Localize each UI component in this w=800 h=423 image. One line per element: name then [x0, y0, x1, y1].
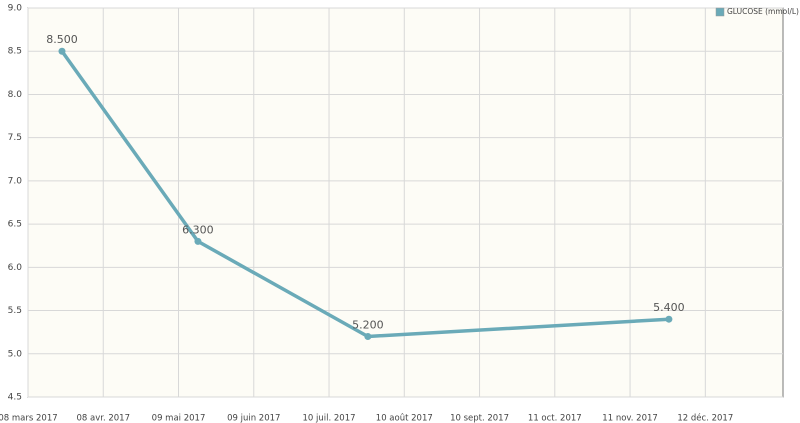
x-tick-label: 12 déc. 2017	[677, 413, 733, 423]
x-tick-label: 08 mars 2017	[0, 414, 58, 423]
x-tick-label: 09 mai 2017	[152, 414, 206, 423]
y-tick-label: 8.0	[8, 90, 23, 100]
point	[364, 332, 372, 340]
y-tick-label: 8.5	[8, 47, 22, 57]
legend-label: GLUCOSE (mmol/L)	[727, 7, 799, 16]
y-tick-label: 6.5	[8, 220, 22, 230]
x-tick-label: 11 nov. 2017	[602, 414, 658, 423]
point	[58, 47, 66, 55]
y-tick-label: 7.0	[8, 176, 23, 186]
data-label: 8.500	[46, 33, 78, 46]
plot-area	[27, 7, 784, 398]
y-tick-label: 5.5	[8, 306, 22, 316]
data-label: 6.300	[182, 223, 214, 236]
point	[665, 315, 673, 323]
y-tick-label: 9.0	[8, 4, 23, 14]
x-tick-label: 08 avr. 2017	[76, 414, 130, 423]
point	[194, 237, 202, 245]
line	[60, 50, 670, 339]
data-label: 5.400	[653, 301, 685, 314]
x-tick-label: 11 oct. 2017	[528, 414, 582, 423]
x-tick-label: 10 juil. 2017	[303, 414, 356, 423]
x-tick-label: 09 juin 2017	[227, 414, 280, 423]
y-tick-label: 7.5	[8, 133, 22, 143]
y-tick-label: 6.0	[8, 263, 23, 273]
x-tick-label: 10 sept. 2017	[450, 414, 509, 423]
data-label: 5.200	[352, 318, 384, 331]
legend-swatch	[715, 7, 725, 17]
y-tick-label: 4.5	[8, 393, 22, 403]
y-tick-label: 5.0	[8, 349, 23, 359]
x-tick-label: 10 août 2017	[376, 414, 433, 423]
